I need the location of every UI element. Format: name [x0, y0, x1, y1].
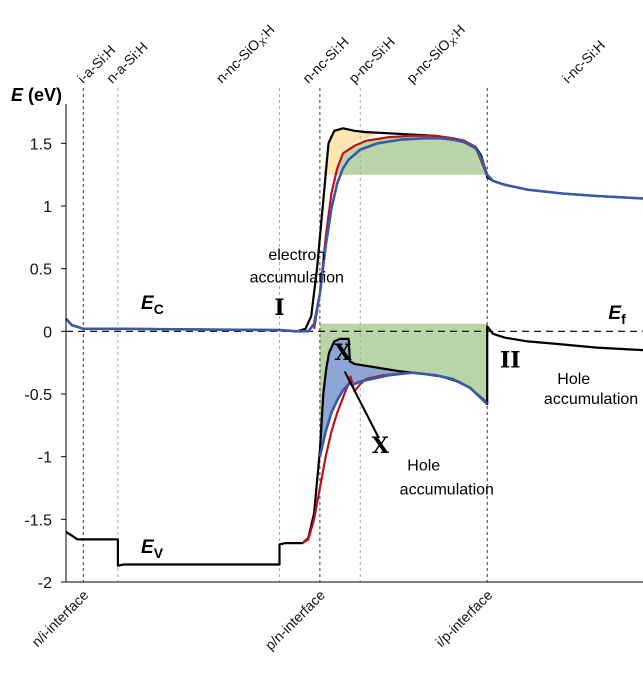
- axes: [61, 104, 643, 583]
- y-tick-label: 0: [43, 324, 52, 341]
- band-curve-6: [318, 371, 489, 457]
- annotation-text: electron: [268, 247, 325, 264]
- layer-label: n-nc-SiOX:H: [213, 21, 280, 88]
- blue-area: [311, 338, 413, 532]
- annotation-text: II: [500, 348, 521, 374]
- shaded-regions: [311, 128, 488, 532]
- annotation-text: Hole: [407, 457, 440, 474]
- interface-label: n/i-interface: [28, 587, 91, 650]
- y-tick-label: -2: [38, 575, 52, 592]
- y-tick-label: -1: [38, 450, 52, 467]
- annotation-text: X: [334, 340, 352, 366]
- band-curves: [65, 127, 643, 567]
- y-tick-label: 1: [43, 199, 52, 216]
- band-curve-3: [65, 137, 643, 333]
- pointer-line: [343, 370, 380, 439]
- band-label: Ef: [608, 303, 626, 327]
- annotation-text: X: [372, 433, 390, 459]
- y-tick-label: -0.5: [24, 387, 52, 404]
- y-tick-label: 0.5: [30, 262, 52, 279]
- annotation-text: I: [274, 295, 284, 321]
- green-lower-area: [319, 323, 488, 451]
- y-tick-label: -1.5: [24, 512, 52, 529]
- layer-label: p-nc-SiOX:H: [403, 21, 470, 88]
- band-label: EC: [141, 293, 164, 317]
- interface-label: p/n-interface: [262, 587, 328, 653]
- annotation-text: accumulation: [400, 481, 494, 498]
- orange-area: [322, 128, 378, 175]
- annotation-text: Hole: [557, 371, 590, 388]
- band-curve-4: [65, 325, 643, 567]
- band-label: EV: [141, 537, 164, 561]
- interface-label: i/p-interface: [432, 587, 495, 650]
- annotation-text: accumulation: [544, 391, 638, 408]
- layer-label: i-nc-Si:H: [559, 37, 608, 86]
- y-tick-label: 1.5: [30, 136, 52, 153]
- layer-label: n-nc-Si:H: [299, 34, 352, 87]
- y-axis-label: E (eV): [11, 85, 62, 105]
- annotation-text: accumulation: [250, 269, 344, 286]
- layer-label: p-nc-Si:H: [345, 34, 398, 87]
